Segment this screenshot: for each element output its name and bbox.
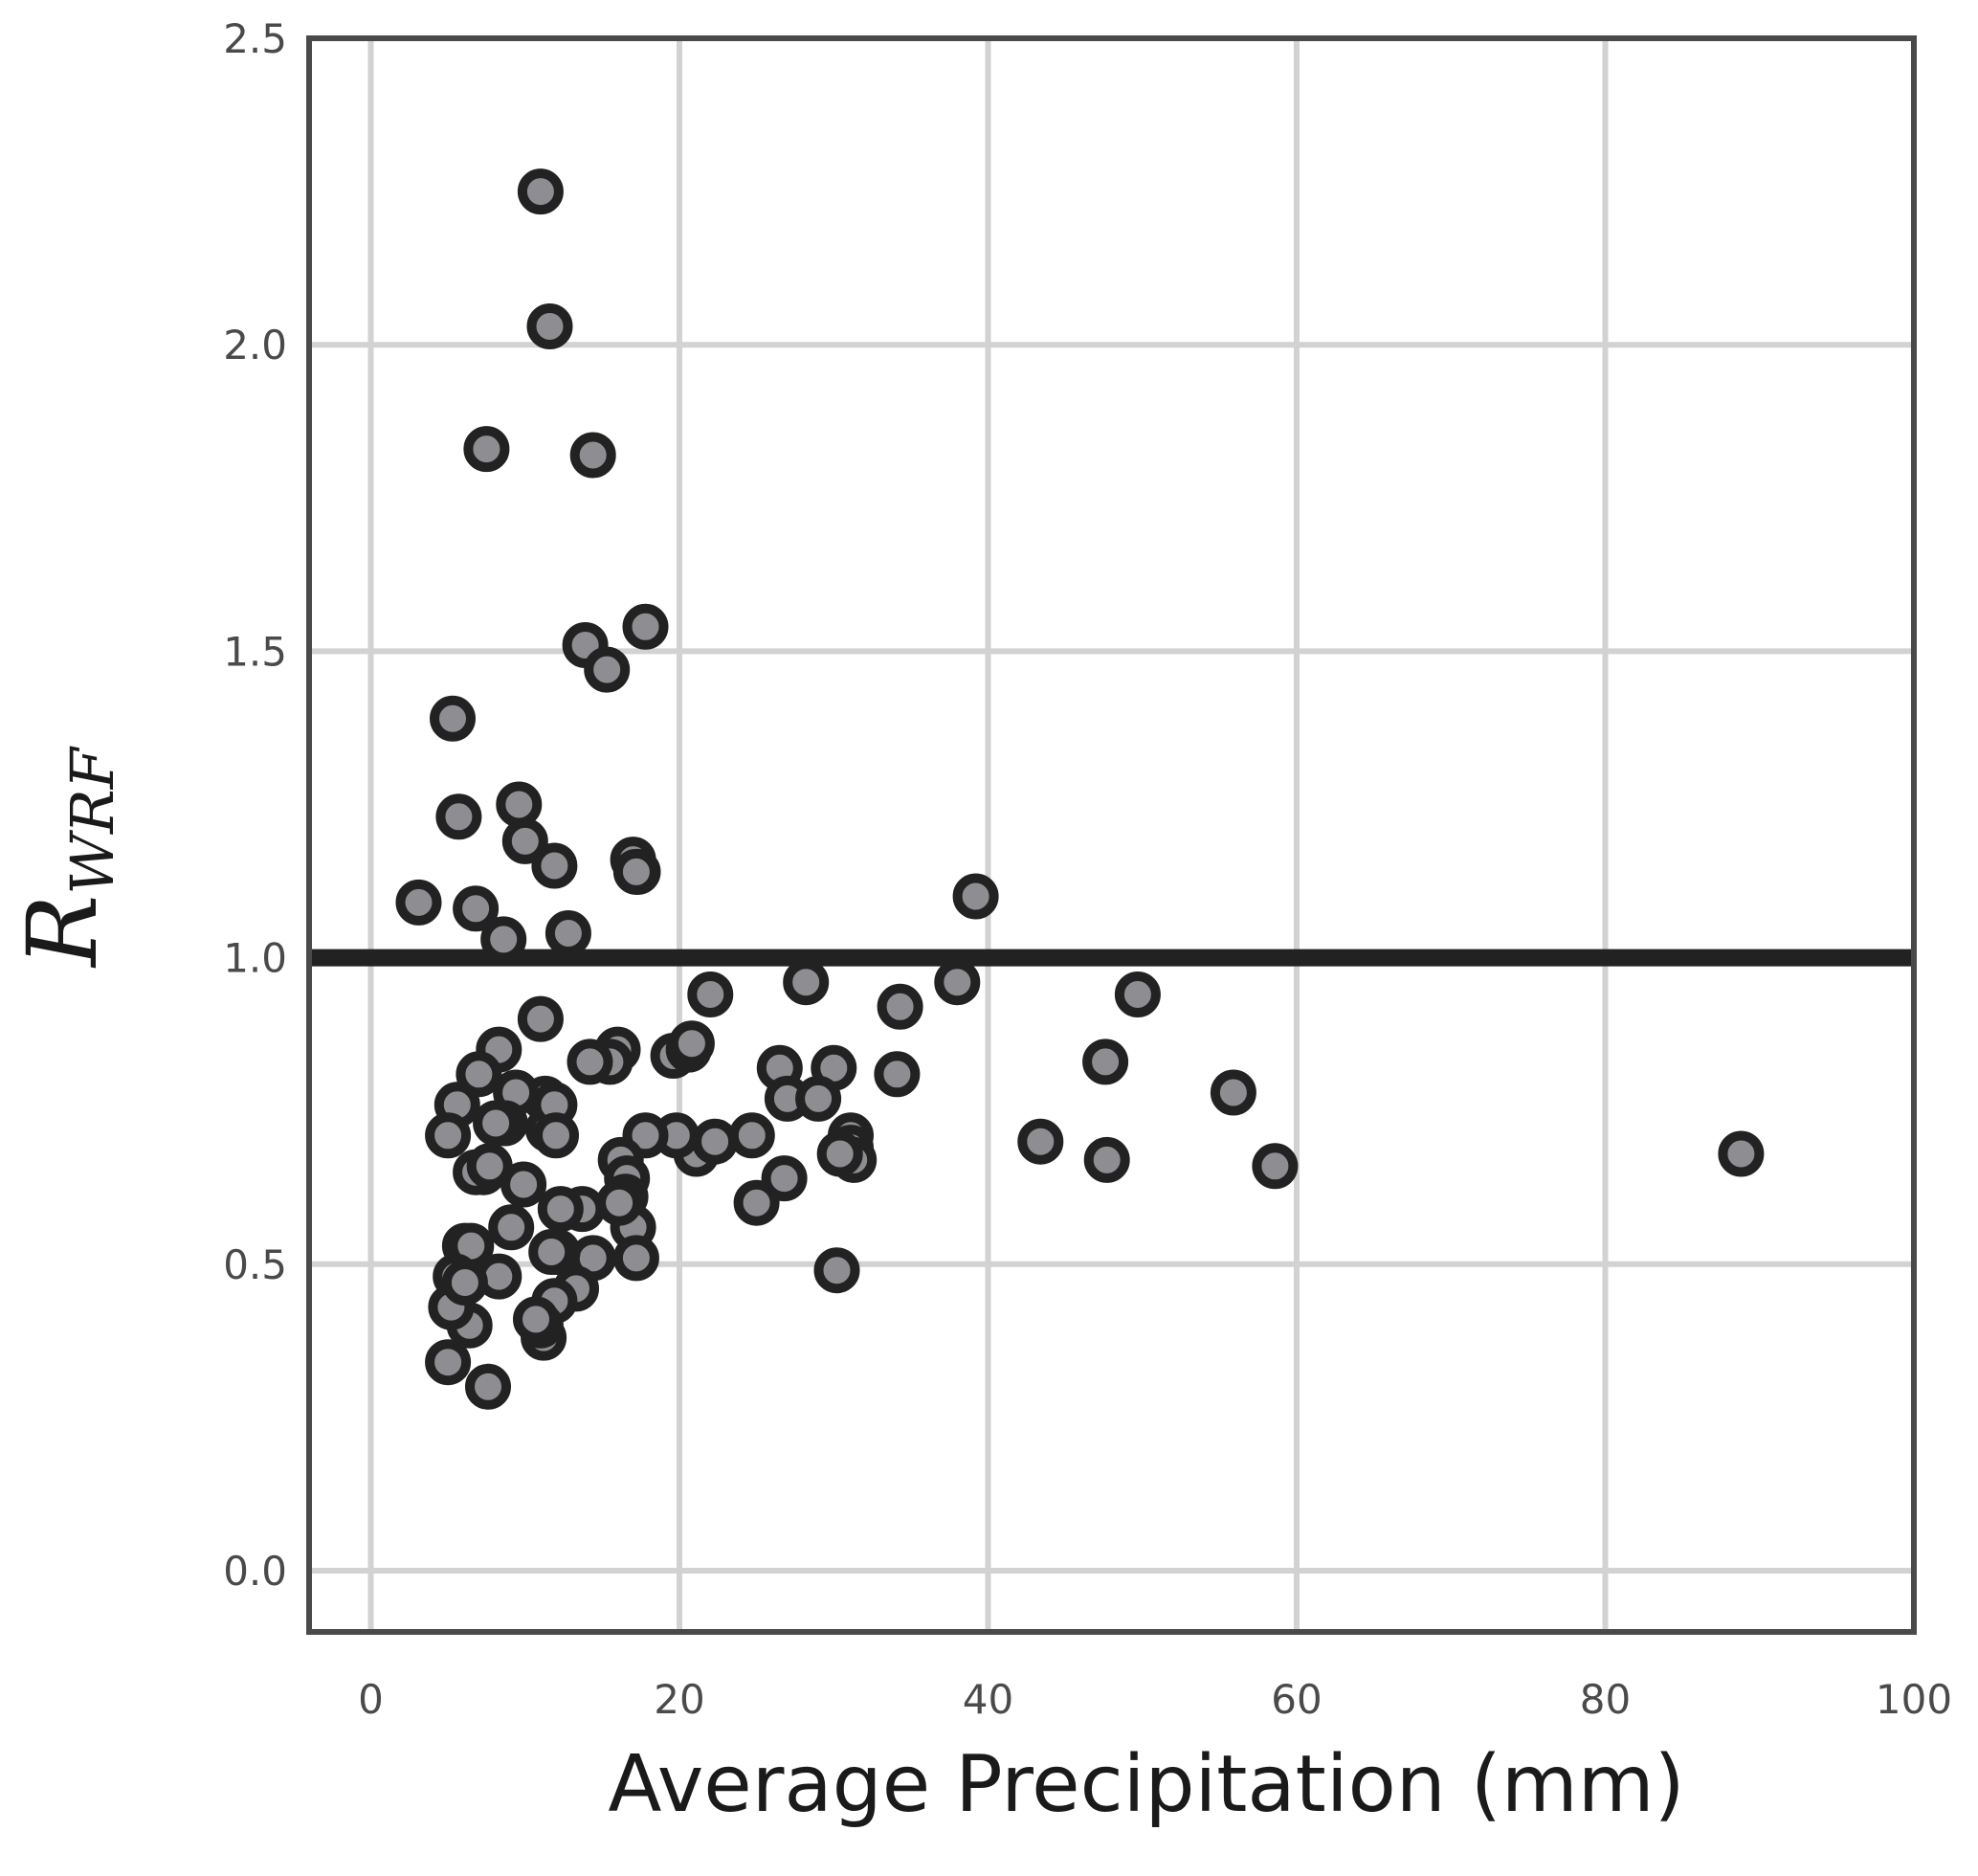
- data-point: [430, 695, 476, 742]
- y-tick-label: 1.5: [223, 628, 287, 675]
- x-tick-label: 20: [654, 1676, 704, 1723]
- data-point: [567, 1038, 613, 1085]
- data-point: [496, 781, 543, 828]
- data-point: [501, 817, 548, 864]
- data-points: [395, 168, 1765, 1410]
- data-point: [612, 848, 659, 895]
- data-point: [466, 1143, 513, 1190]
- data-point: [728, 1112, 775, 1159]
- y-tick-labels: 0.0 0.5 1.0 1.5 2.0 2.5: [223, 15, 287, 1595]
- data-point: [465, 1363, 511, 1410]
- data-point: [526, 303, 573, 349]
- y-tick-label: 1.0: [223, 935, 287, 982]
- data-point: [584, 646, 631, 693]
- data-point: [537, 1186, 584, 1233]
- x-tick-label: 40: [963, 1676, 1013, 1723]
- data-point: [456, 1051, 502, 1098]
- data-point: [531, 842, 578, 889]
- data-point: [473, 1100, 520, 1147]
- data-point: [622, 603, 669, 650]
- data-point: [1017, 1118, 1064, 1165]
- data-point: [435, 793, 482, 840]
- data-point: [517, 168, 564, 215]
- data-point: [569, 432, 616, 479]
- x-tick-labels: 0 20 40 60 80 100: [358, 1676, 1952, 1723]
- data-point: [816, 1130, 863, 1177]
- data-point: [453, 885, 500, 932]
- y-tick-label: 2.0: [223, 322, 287, 368]
- y-tick-label: 0.0: [223, 1548, 287, 1595]
- data-point: [395, 879, 442, 926]
- data-point: [517, 995, 564, 1042]
- data-point: [1210, 1069, 1256, 1116]
- x-tick-label: 100: [1876, 1676, 1952, 1723]
- data-point: [488, 1204, 535, 1251]
- data-point: [513, 1296, 559, 1343]
- data-point: [877, 983, 923, 1030]
- data-point: [545, 910, 591, 956]
- y-axis-label: RWRF: [7, 746, 127, 969]
- data-point: [733, 1179, 780, 1226]
- data-point: [761, 1155, 808, 1202]
- data-point: [500, 1161, 547, 1208]
- y-axis-label-main: R: [7, 895, 119, 969]
- x-tick-label: 80: [1580, 1676, 1631, 1723]
- data-point: [783, 959, 830, 1006]
- x-gridlines: [367, 38, 1917, 1632]
- data-point: [1083, 1136, 1130, 1183]
- x-tick-label: 60: [1271, 1676, 1322, 1723]
- data-point: [813, 1247, 860, 1294]
- data-point: [795, 1075, 842, 1122]
- data-point: [463, 426, 510, 473]
- data-point: [1114, 972, 1161, 1017]
- plot-frame: [306, 35, 1917, 1635]
- data-point: [533, 1112, 579, 1159]
- data-point: [1252, 1143, 1299, 1190]
- data-point: [596, 1179, 643, 1226]
- y-tick-label: 2.5: [223, 15, 287, 62]
- data-point: [480, 916, 527, 963]
- data-point: [1082, 1038, 1129, 1085]
- data-point: [874, 1051, 921, 1098]
- data-point: [612, 1235, 659, 1282]
- data-point: [1718, 1130, 1765, 1177]
- x-tick-label: 0: [358, 1676, 384, 1723]
- data-point: [692, 1118, 739, 1165]
- data-point: [952, 873, 999, 920]
- data-point: [687, 972, 734, 1017]
- data-point: [528, 1229, 575, 1275]
- x-axis-label: Average Precipitation (mm): [608, 1739, 1684, 1830]
- data-point: [934, 959, 981, 1006]
- data-point: [441, 1260, 488, 1306]
- y-axis-label-subscript: WRF: [57, 746, 127, 894]
- data-point: [425, 1339, 472, 1386]
- y-tick-label: 0.5: [223, 1241, 287, 1288]
- data-point: [425, 1112, 472, 1159]
- data-point: [668, 1020, 715, 1067]
